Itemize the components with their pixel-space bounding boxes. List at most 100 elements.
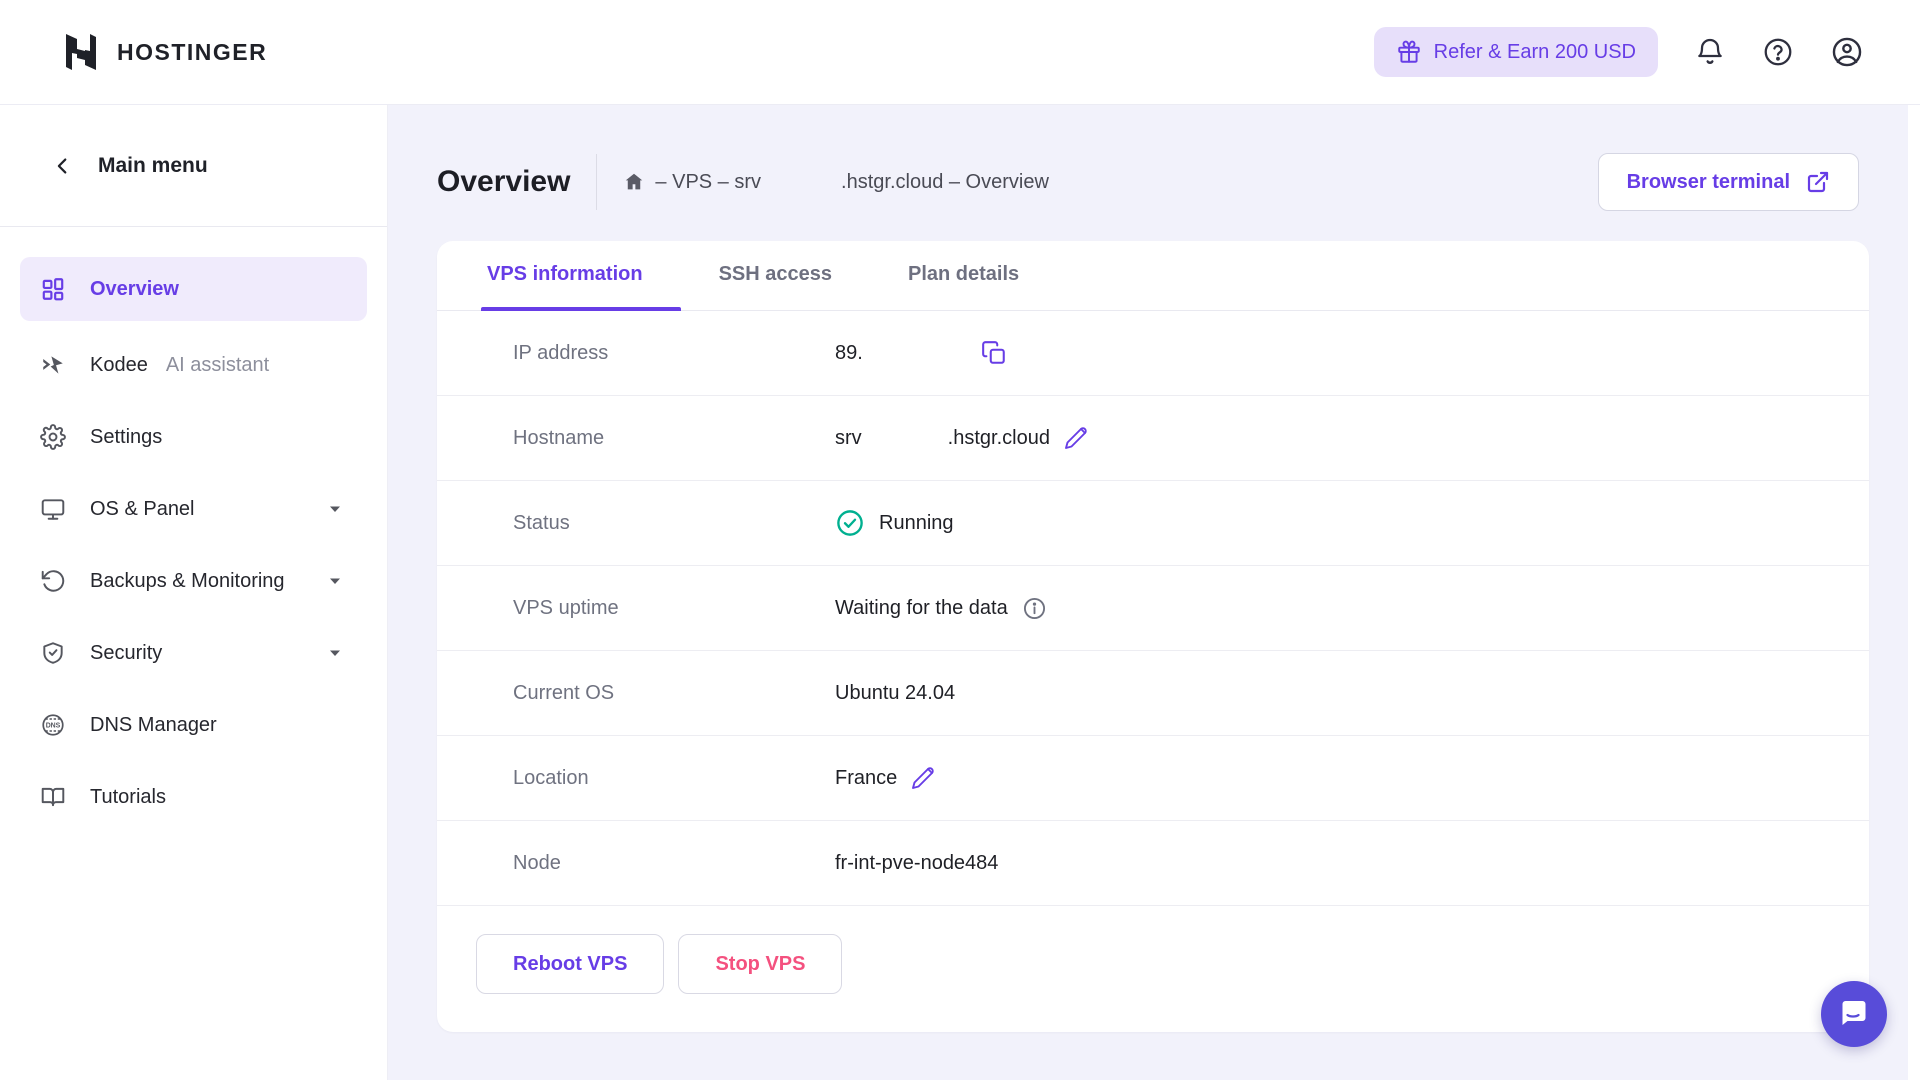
sidebar-item-dns-manager[interactable]: DNS DNS Manager xyxy=(20,689,367,761)
profile-icon xyxy=(1832,37,1862,67)
row-label: VPS uptime xyxy=(513,596,619,619)
external-link-icon xyxy=(1807,171,1829,193)
sidebar-item-label: Security xyxy=(90,641,163,664)
sidebar-item-overview[interactable]: Overview xyxy=(20,257,367,321)
shield-icon xyxy=(43,642,63,664)
table-row-current-os: Current OS Ubuntu 24.04 xyxy=(437,651,1869,736)
notifications-button[interactable] xyxy=(1694,36,1726,68)
main-menu-back[interactable]: Main menu xyxy=(0,105,387,227)
svg-text:DNS: DNS xyxy=(46,723,61,730)
tab-plan-details[interactable]: Plan details xyxy=(908,263,1020,285)
hostinger-logo[interactable]: HOSTINGER xyxy=(59,30,267,74)
uptime-info-button[interactable] xyxy=(1022,596,1047,621)
uptime-value: Waiting for the data xyxy=(835,596,1008,619)
dns-icon: DNS xyxy=(42,714,64,736)
row-label: Hostname xyxy=(513,426,605,449)
row-label: Location xyxy=(513,766,589,789)
sidebar: Main menu Overview Kodee AI assistant xyxy=(0,105,388,1080)
sidebar-item-settings[interactable]: Settings xyxy=(20,401,367,473)
hostinger-logo-icon xyxy=(66,34,96,70)
refer-earn-label: Refer & Earn 200 USD xyxy=(1433,40,1636,63)
ip-address-value: 89. xyxy=(835,341,863,364)
table-row-node: Node fr-int-pve-node484 xyxy=(437,821,1869,906)
divider xyxy=(596,154,598,210)
main-content: Overview – VPS – srv .hstgr.cloud – Over… xyxy=(388,105,1920,1080)
table-row-status: Status Running xyxy=(437,481,1869,566)
copy-icon xyxy=(981,341,1005,364)
monitor-icon xyxy=(41,499,65,520)
hostname-value: srv xyxy=(835,426,862,449)
location-value: France xyxy=(835,766,898,789)
sidebar-item-security[interactable]: Security xyxy=(20,617,367,689)
restore-icon xyxy=(41,570,65,592)
dashboard-grid-icon xyxy=(42,278,64,301)
tab-vps-information[interactable]: VPS information xyxy=(481,241,681,311)
help-button[interactable] xyxy=(1762,36,1794,68)
table-row-location: Location France xyxy=(437,736,1869,821)
sidebar-item-label: Backups & Monitoring xyxy=(90,569,285,592)
chevron-left-icon xyxy=(57,157,67,174)
sidebar-item-label: Settings xyxy=(90,425,163,448)
page-title: Overview xyxy=(437,165,571,198)
sidebar-item-kodee[interactable]: Kodee AI assistant xyxy=(20,329,367,401)
breadcrumb-suffix: .hstgr.cloud – Overview xyxy=(841,170,1049,193)
sidebar-item-label: Kodee xyxy=(90,353,148,376)
breadcrumb-prefix: – VPS – srv xyxy=(655,170,762,193)
help-icon xyxy=(1764,38,1792,66)
stop-vps-button[interactable]: Stop VPS xyxy=(678,934,843,994)
scrollbar-track[interactable] xyxy=(1908,105,1920,1080)
home-icon xyxy=(626,173,643,190)
card-actions: Reboot VPS Stop VPS xyxy=(437,906,1869,994)
chevron-down-icon xyxy=(327,501,343,517)
sidebar-item-label: Tutorials xyxy=(90,785,166,808)
sidebar-item-label: DNS Manager xyxy=(90,713,217,736)
vps-info-table: IP address 89. Hostname srv xyxy=(437,311,1869,906)
sidebar-item-label: Overview xyxy=(90,277,179,300)
table-row-ip-address: IP address 89. xyxy=(437,311,1869,396)
edit-hostname-button[interactable] xyxy=(1064,426,1088,450)
check-circle-icon xyxy=(837,510,863,536)
gift-icon xyxy=(1397,40,1420,63)
chat-bubble-icon xyxy=(1842,1001,1866,1025)
node-value: fr-int-pve-node484 xyxy=(835,851,999,874)
sidebar-item-tutorials[interactable]: Tutorials xyxy=(20,761,367,833)
breadcrumb: – VPS – srv .hstgr.cloud – Overview xyxy=(623,170,1049,194)
book-icon xyxy=(41,787,65,807)
row-label: Status xyxy=(513,511,570,534)
table-row-hostname: Hostname srv .hstgr.cloud xyxy=(437,396,1869,481)
vps-info-card: VPS information SSH access Plan details … xyxy=(437,241,1869,1032)
page-header: Overview – VPS – srv .hstgr.cloud – Over… xyxy=(388,105,1920,211)
sidebar-item-os-panel[interactable]: OS & Panel xyxy=(20,473,367,545)
kodee-icon xyxy=(43,356,63,374)
sidebar-item-label: OS & Panel xyxy=(90,497,195,520)
chevron-down-icon xyxy=(327,645,343,661)
row-label: Current OS xyxy=(513,681,615,704)
reboot-vps-button[interactable]: Reboot VPS xyxy=(476,934,665,994)
tab-ssh-access[interactable]: SSH access xyxy=(718,263,832,285)
sidebar-nav: Overview Kodee AI assistant Settings O xyxy=(0,227,387,833)
chat-launcher-button[interactable] xyxy=(1821,981,1887,1047)
row-label: IP address xyxy=(513,341,609,364)
browser-terminal-label: Browser terminal xyxy=(1626,170,1790,193)
current-os-value: Ubuntu 24.04 xyxy=(835,681,956,704)
gear-icon xyxy=(40,424,66,450)
info-icon xyxy=(1023,597,1045,619)
sidebar-item-sublabel: AI assistant xyxy=(165,353,270,376)
brand-name: HOSTINGER xyxy=(117,38,268,65)
copy-ip-button[interactable] xyxy=(981,340,1007,366)
status-badge: Running xyxy=(879,511,954,534)
chevron-down-icon xyxy=(327,573,343,589)
account-button[interactable] xyxy=(1830,35,1864,69)
pencil-icon xyxy=(912,767,934,789)
pencil-icon xyxy=(1065,427,1087,449)
main-menu-label: Main menu xyxy=(98,153,208,177)
tab-bar: VPS information SSH access Plan details xyxy=(437,241,1869,311)
browser-terminal-button[interactable]: Browser terminal xyxy=(1597,153,1859,211)
top-header: HOSTINGER Refer & Earn 200 USD xyxy=(0,0,1920,105)
sidebar-item-backups-monitoring[interactable]: Backups & Monitoring xyxy=(20,545,367,617)
row-label: Node xyxy=(513,851,561,874)
refer-earn-button[interactable]: Refer & Earn 200 USD xyxy=(1373,27,1658,77)
hostname-suffix: .hstgr.cloud xyxy=(947,426,1050,449)
table-row-vps-uptime: VPS uptime Waiting for the data xyxy=(437,566,1869,651)
edit-location-button[interactable] xyxy=(911,766,935,790)
